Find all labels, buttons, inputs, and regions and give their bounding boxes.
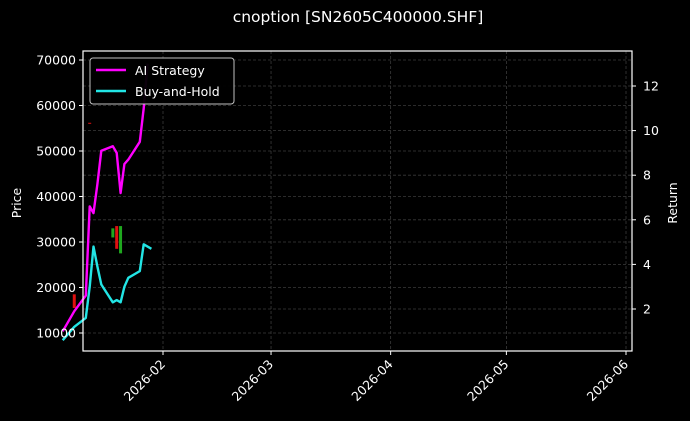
right-y-tick-label: 10 <box>643 123 659 138</box>
left-y-tick-label: 40000 <box>36 189 76 204</box>
y-axis-label-left: Price <box>9 187 24 218</box>
x-tick-label: 2026-05 <box>464 357 512 405</box>
left-y-tick-label: 30000 <box>36 235 76 250</box>
candle <box>111 228 115 238</box>
chart-title: cnoption [SN2605C400000.SHF] <box>232 8 484 26</box>
right-y-tick-label: 2 <box>643 302 651 317</box>
x-axis: 2026-02 2026-03 2026-04 2026-05 2026-06 <box>121 351 632 405</box>
candle <box>88 122 92 124</box>
left-y-axis: 10000 20000 30000 40000 50000 60000 70000 <box>36 53 83 341</box>
x-tick-label: 2026-02 <box>121 357 169 405</box>
candle <box>115 226 119 249</box>
left-y-tick-label: 10000 <box>36 326 76 341</box>
candle <box>119 226 123 254</box>
legend: AI Strategy Buy-and-Hold <box>89 57 235 105</box>
ai-strategy-line <box>61 63 149 332</box>
plot-frame <box>82 50 633 352</box>
candlesticks <box>72 122 123 308</box>
legend-label-buy-and-hold: Buy-and-Hold <box>135 84 220 99</box>
right-y-tick-label: 6 <box>643 212 651 227</box>
grid-lines <box>83 51 632 351</box>
y-axis-label-right: Return <box>665 182 680 223</box>
x-tick-label: 2026-03 <box>229 357 277 405</box>
series-lines <box>61 63 153 341</box>
left-y-tick-label: 60000 <box>36 98 76 113</box>
left-y-tick-label: 20000 <box>36 280 76 295</box>
right-y-tick-label: 4 <box>643 257 651 272</box>
buy-and-hold-line <box>61 243 153 341</box>
right-y-tick-label: 12 <box>643 79 659 94</box>
left-y-tick-label: 70000 <box>36 53 76 68</box>
x-tick-label: 2026-04 <box>348 356 396 404</box>
right-y-axis: 2 4 6 8 10 12 <box>632 79 659 317</box>
x-tick-label: 2026-06 <box>584 356 632 404</box>
legend-label-ai-strategy: AI Strategy <box>135 63 205 78</box>
left-y-tick-label: 50000 <box>36 144 76 159</box>
right-y-tick-label: 8 <box>643 168 651 183</box>
candle <box>72 294 76 308</box>
